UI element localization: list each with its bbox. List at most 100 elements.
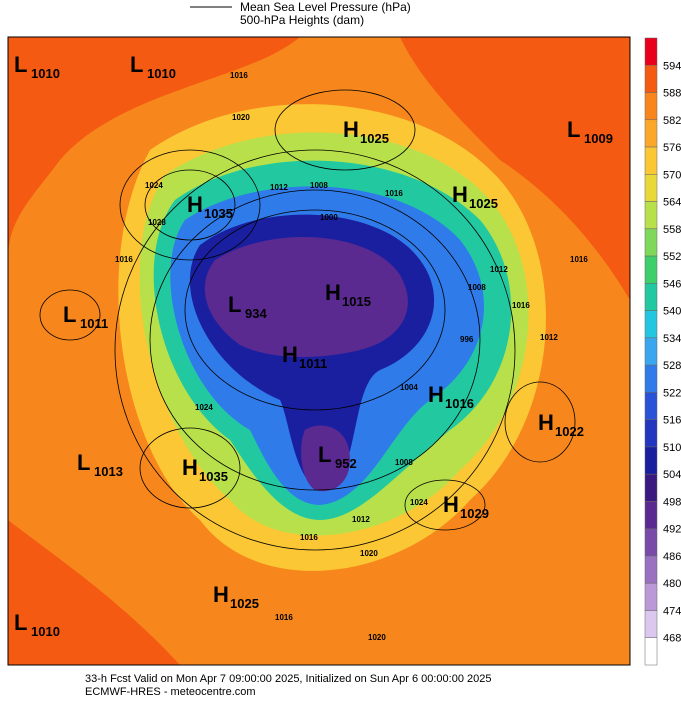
- center-symbol: H: [538, 410, 554, 435]
- colorbar-label: 534: [663, 333, 681, 345]
- contour-label: 1004: [400, 383, 418, 392]
- footer-line: ECMWF-HRES - meteocentre.com: [85, 686, 256, 698]
- contour-label: 1016: [512, 301, 530, 310]
- center-symbol: H: [282, 342, 298, 367]
- contour-label: 1020: [360, 549, 378, 558]
- colorbar-label: 504: [663, 469, 681, 481]
- colorbar-label: 480: [663, 578, 681, 590]
- center-symbol: H: [187, 192, 203, 217]
- center-value: 1015: [342, 294, 371, 309]
- colorbar-swatch: [644, 637, 658, 666]
- center-symbol: L: [318, 442, 331, 467]
- contour-label: 1016: [275, 613, 293, 622]
- colorbar-swatch: [644, 228, 658, 257]
- colorbar-label: 558: [663, 224, 681, 236]
- contour-label: 1024: [195, 403, 213, 412]
- colorbar-swatch: [644, 392, 658, 420]
- center-symbol: H: [325, 280, 341, 305]
- center-symbol: H: [443, 492, 459, 517]
- field-warm: [8, 520, 180, 665]
- center-value: 1013: [94, 464, 123, 479]
- colorbar-label: 564: [663, 197, 681, 209]
- center-symbol: H: [452, 182, 468, 207]
- colorbar-swatch: [644, 119, 658, 148]
- colorbar-swatch: [644, 310, 658, 339]
- colorbar-label: 552: [663, 251, 681, 263]
- colorbar-swatch: [644, 92, 658, 121]
- colorbar-label: 492: [663, 524, 681, 536]
- colorbar-swatch: [644, 37, 658, 66]
- center-symbol: L: [130, 52, 143, 77]
- center-symbol: L: [14, 52, 27, 77]
- colorbar-label: 516: [663, 415, 681, 427]
- contour-label: 1024: [410, 498, 428, 507]
- colorbar-swatch: [644, 446, 658, 475]
- contour-label: 1008: [395, 458, 413, 467]
- contour-label: 1008: [468, 283, 486, 292]
- contour-label: 1008: [310, 181, 328, 190]
- footer-line: 33-h Fcst Valid on Mon Apr 7 09:00:00 20…: [85, 673, 491, 685]
- colorbar-label: 498: [663, 496, 681, 508]
- contour-label: 1016: [300, 533, 318, 542]
- field-purple: [301, 425, 350, 492]
- colorbar-swatch: [644, 555, 658, 584]
- colorbar-swatch: [644, 201, 658, 230]
- contour-label: 996: [460, 335, 474, 344]
- contour-label: 1028: [148, 218, 166, 227]
- field-warm: [400, 37, 630, 300]
- legend-fill-label: 500-hPa Heights (dam): [240, 13, 364, 27]
- contour-label: 1016: [230, 71, 248, 80]
- center-value: 1011: [80, 316, 108, 331]
- center-symbol: H: [343, 117, 359, 142]
- center-value: 1035: [204, 206, 233, 221]
- colorbar-swatch: [644, 174, 658, 202]
- colorbar-label: 474: [663, 605, 681, 617]
- colorbar-swatch: [644, 146, 658, 175]
- center-symbol: H: [182, 455, 198, 480]
- colorbar-label: 486: [663, 551, 681, 563]
- contour-label: 1024: [145, 181, 163, 190]
- center-symbol: H: [213, 582, 229, 607]
- colorbar-swatch: [644, 528, 658, 557]
- colorbar-label: 528: [663, 360, 681, 372]
- center-value: 1011: [299, 356, 327, 371]
- colorbar-swatch: [644, 610, 658, 638]
- center-symbol: H: [428, 382, 444, 407]
- contour-label: 1020: [368, 633, 386, 642]
- colorbar-label: 546: [663, 278, 681, 290]
- colorbar-label: 468: [663, 633, 681, 645]
- center-symbol: L: [14, 610, 27, 635]
- center-symbol: L: [228, 292, 241, 317]
- colorbar-swatch: [644, 65, 658, 93]
- center-value: 1022: [555, 424, 584, 439]
- center-symbol: L: [77, 450, 90, 475]
- colorbar-swatch: [644, 501, 658, 529]
- contour-label: 1012: [352, 515, 370, 524]
- center-value: 1010: [31, 66, 60, 81]
- center-value: 1009: [584, 131, 613, 146]
- field-purple: [204, 237, 408, 357]
- colorbar-label: 522: [663, 387, 681, 399]
- center-value: 1025: [360, 131, 389, 146]
- colorbar-swatch: [644, 255, 658, 284]
- center-value: 1025: [230, 596, 259, 611]
- colorbar-label: 510: [663, 442, 681, 454]
- colorbar-swatch: [644, 419, 658, 448]
- contour-label: 1012: [490, 265, 508, 274]
- contour-label: 1012: [540, 333, 558, 342]
- center-symbol: L: [567, 117, 580, 142]
- center-value: 1035: [199, 469, 228, 484]
- center-value: 1010: [31, 624, 60, 639]
- colorbar-label: 570: [663, 169, 681, 181]
- colorbar-label: 594: [663, 60, 681, 72]
- isobars: [39, 89, 576, 551]
- center-value: 1029: [460, 506, 489, 521]
- colorbar-label: 540: [663, 306, 681, 318]
- contour-label: 1000: [320, 213, 338, 222]
- contour-label: 1016: [115, 255, 133, 264]
- center-value: 1016: [445, 396, 474, 411]
- colorbar-label: 576: [663, 142, 681, 154]
- legend-line-label: Mean Sea Level Pressure (hPa): [240, 0, 411, 14]
- map-frame: [7, 36, 631, 666]
